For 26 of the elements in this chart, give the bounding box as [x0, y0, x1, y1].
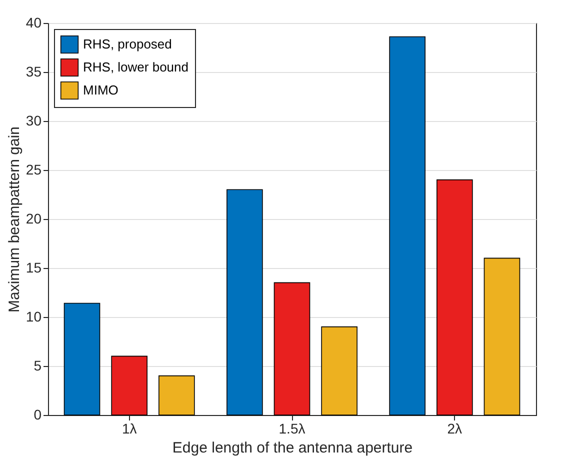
legend-label: MIMO [83, 82, 118, 98]
y-tick-label: 30 [26, 112, 42, 128]
y-tick-label: 25 [26, 162, 42, 178]
y-tick-label: 10 [26, 308, 42, 324]
y-tick-label: 15 [26, 260, 42, 276]
bar [321, 326, 358, 416]
x-axis-title: Edge length of the antenna aperture [172, 440, 413, 456]
x-tick-label: 2λ [447, 420, 462, 436]
legend-label: RHS, lower bound [83, 60, 188, 74]
y-axis-title: Maximum beampattern gain [6, 126, 23, 312]
legend-label: RHS, proposed [83, 36, 172, 52]
x-tick-label: 1λ [122, 420, 137, 436]
y-tick-label: 0 [34, 406, 42, 422]
bar [274, 282, 310, 416]
y-tick-label: 5 [34, 358, 42, 374]
bar [484, 258, 520, 416]
bar [226, 189, 263, 416]
bar [436, 179, 473, 416]
bar [158, 375, 195, 416]
bar [111, 356, 148, 416]
y-tick-label: 20 [26, 210, 42, 226]
bar [64, 302, 100, 416]
y-tick-label: 40 [26, 14, 42, 30]
x-tick-label: 1.5λ [278, 420, 306, 436]
bar [389, 36, 426, 416]
y-tick-label: 35 [26, 64, 42, 80]
